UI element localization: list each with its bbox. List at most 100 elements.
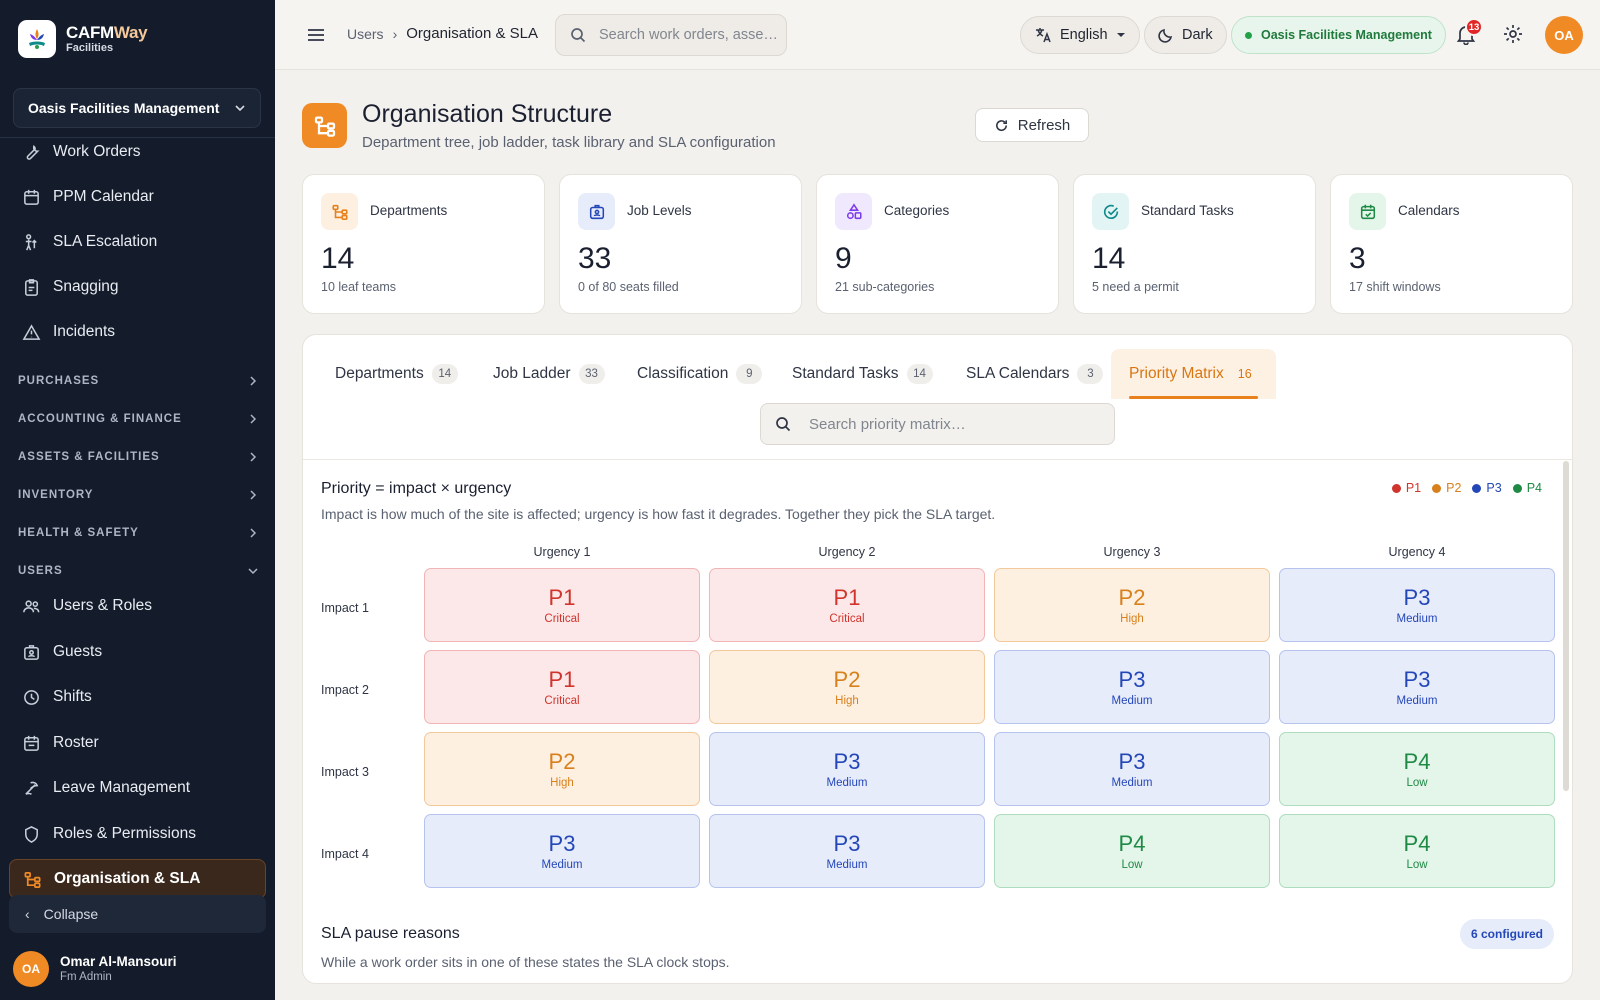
stat-card-departments[interactable]: Departments 14 10 leaf teams [302, 174, 545, 314]
priority-code: P3 [1403, 584, 1431, 610]
user-role: Fm Admin [60, 971, 112, 984]
search-placeholder: Search priority matrix… [809, 415, 966, 433]
priority-label: High [835, 695, 859, 708]
priority-label: Medium [826, 777, 868, 790]
stat-hint: 5 need a permit [1092, 280, 1179, 294]
stat-hint: 10 leaf teams [321, 280, 397, 294]
avatar: OA [13, 951, 49, 987]
org-status-pill[interactable]: Oasis Facilities Management [1231, 16, 1446, 54]
scrollbar[interactable] [1563, 461, 1569, 791]
priority-matrix-panel: Departments 14 Job Ladder 33 Classificat… [302, 334, 1573, 984]
sidebar-item-sla-escalation[interactable]: SLA Escalation [9, 222, 266, 262]
matrix-row-header: Impact 3 [321, 765, 369, 779]
collapse-sidebar-button[interactable]: ‹ Collapse [9, 895, 266, 933]
tab-count: 16 [1237, 367, 1252, 381]
priority-label: Critical [544, 613, 580, 626]
user-avatar[interactable]: OA [1545, 16, 1583, 54]
stat-card-calendars[interactable]: Calendars 3 17 shift windows [1330, 174, 1573, 314]
matrix-cell[interactable]: P4 Low [1279, 814, 1555, 888]
sidebar-item-organisation-sla[interactable]: Organisation & SLA [9, 859, 266, 899]
matrix-cell[interactable]: P3 Medium [709, 732, 985, 806]
brand-sub: Facilities [66, 42, 114, 55]
tab-departments[interactable]: Departments 14 [321, 349, 472, 399]
breadcrumb-current: Organisation & SLA [406, 25, 538, 42]
active-tab-indicator [1129, 396, 1258, 399]
matrix-cell[interactable]: P2 High [994, 568, 1270, 642]
chevron-right-icon [250, 490, 257, 500]
sidebar-section-health-safety[interactable]: HEALTH & SAFETY [18, 523, 258, 543]
matrix-cell[interactable]: P3 Medium [424, 814, 700, 888]
legend-item-p3: P3 [1472, 481, 1502, 495]
tab-classification[interactable]: Classification 9 [623, 349, 776, 399]
tab-count: 9 [736, 364, 763, 384]
priority-code: P2 [548, 748, 576, 774]
sidebar-item-label: Roles & Permissions [53, 825, 196, 842]
moon-icon [1158, 28, 1173, 43]
theme-toggle[interactable]: Dark [1144, 16, 1227, 54]
sidebar-section-accounting[interactable]: ACCOUNTING & FINANCE [18, 409, 258, 429]
sidebar-item-shifts[interactable]: Shifts [9, 677, 266, 717]
priority-code: P4 [1403, 830, 1431, 856]
tab-standard-tasks[interactable]: Standard Tasks 14 [778, 349, 947, 399]
current-user[interactable]: OA Omar Al-Mansouri Fm Admin [13, 951, 177, 987]
tab-sla-calendars[interactable]: SLA Calendars 3 [952, 349, 1117, 399]
tab-priority-matrix[interactable]: Priority Matrix 16 [1111, 349, 1276, 399]
org-tree-icon [314, 115, 335, 137]
shapes-icon [846, 202, 862, 219]
global-search-input[interactable]: Search work orders, asse… [555, 14, 787, 56]
sidebar-item-snagging[interactable]: Snagging [9, 267, 266, 307]
stat-card-standard-tasks[interactable]: Standard Tasks 14 5 need a permit [1073, 174, 1316, 314]
matrix-search-input[interactable]: Search priority matrix… [760, 403, 1115, 445]
menu-icon[interactable] [305, 24, 327, 46]
matrix-cell[interactable]: P2 High [709, 650, 985, 724]
gear-icon[interactable] [1502, 23, 1524, 45]
sla-pause-description: While a work order sits in one of these … [321, 954, 730, 970]
matrix-column-header: Urgency 2 [818, 545, 876, 559]
stat-label: Categories [884, 203, 950, 218]
stat-hint: 0 of 80 seats filled [578, 280, 679, 294]
org-selector[interactable]: Oasis Facilities Management [13, 88, 261, 128]
sidebar-item-incidents[interactable]: Incidents [9, 312, 266, 352]
sidebar-section-inventory[interactable]: INVENTORY [18, 485, 258, 505]
matrix-title: Priority = impact × urgency [321, 480, 512, 497]
topbar: Users › Organisation & SLA Search work o… [275, 0, 1600, 70]
matrix-cell[interactable]: P2 High [424, 732, 700, 806]
sidebar-item-roles-permissions[interactable]: Roles & Permissions [9, 814, 266, 854]
tab-job-ladder[interactable]: Job Ladder 33 [479, 349, 619, 399]
tab-count: 3 [1077, 364, 1104, 384]
matrix-cell[interactable]: P3 Medium [1279, 650, 1555, 724]
brand-name: CAFMWay [66, 22, 148, 42]
breadcrumb-users[interactable]: Users [347, 25, 384, 42]
brand[interactable]: CAFMWay Facilities [18, 20, 148, 58]
matrix-cell[interactable]: P4 Low [1279, 732, 1555, 806]
org-tree-icon [24, 871, 41, 888]
sidebar-item-label: PPM Calendar [53, 188, 154, 205]
language-label: English [1060, 27, 1108, 43]
stat-card-categories[interactable]: Categories 9 21 sub-categories [816, 174, 1059, 314]
sidebar-item-label: Guests [53, 643, 103, 660]
status-dot [1245, 31, 1252, 39]
check-circle-icon [1103, 204, 1118, 219]
stat-icon [835, 193, 872, 230]
language-selector[interactable]: English [1020, 16, 1140, 54]
sidebar-item-leave-management[interactable]: Leave Management [9, 768, 266, 808]
matrix-cell[interactable]: P4 Low [994, 814, 1270, 888]
matrix-cell[interactable]: P3 Medium [1279, 568, 1555, 642]
matrix-cell[interactable]: P1 Critical [709, 568, 985, 642]
matrix-cell[interactable]: P3 Medium [994, 650, 1270, 724]
sidebar-item-ppm-calendar[interactable]: PPM Calendar [9, 177, 266, 217]
matrix-cell[interactable]: P1 Critical [424, 650, 700, 724]
matrix-cell[interactable]: P3 Medium [994, 732, 1270, 806]
matrix-cell[interactable]: P1 Critical [424, 568, 700, 642]
sidebar-item-guests[interactable]: Guests [9, 632, 266, 672]
sidebar-item-work-orders[interactable]: Work Orders [9, 132, 266, 172]
refresh-button[interactable]: Refresh [975, 108, 1089, 142]
sidebar-item-users-roles[interactable]: Users & Roles [9, 586, 266, 626]
sidebar-section-purchases[interactable]: PURCHASES [18, 371, 258, 391]
sidebar-section-assets[interactable]: ASSETS & FACILITIES [18, 447, 258, 467]
sidebar-item-roster[interactable]: Roster [9, 723, 266, 763]
search-icon [571, 28, 586, 43]
sidebar-section-users[interactable]: USERS [18, 561, 258, 581]
matrix-cell[interactable]: P3 Medium [709, 814, 985, 888]
stat-card-job-levels[interactable]: Job Levels 33 0 of 80 seats filled [559, 174, 802, 314]
